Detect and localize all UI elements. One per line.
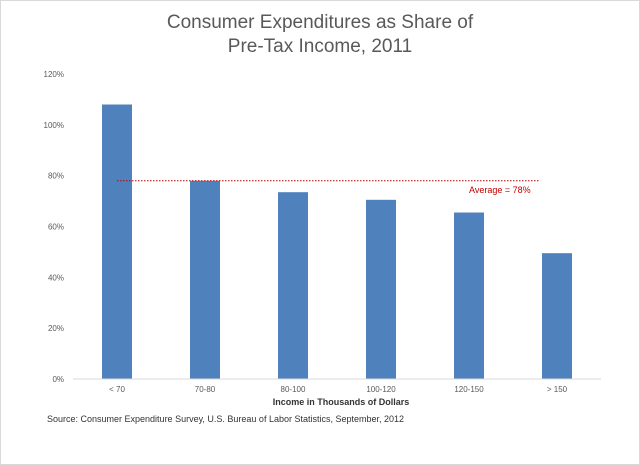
x-tick-label: < 70 (109, 385, 125, 394)
average-reference: Average = 78% (117, 180, 539, 195)
y-tick-label: 120% (44, 70, 64, 79)
x-tick-label: 70-80 (195, 385, 216, 394)
x-axis-title: Income in Thousands of Dollars (273, 397, 410, 407)
bar-4 (366, 199, 396, 379)
x-tick-label: 120-150 (454, 385, 484, 394)
source-note: Source: Consumer Expenditure Survey, U.S… (47, 414, 405, 424)
x-tick-label: 100-120 (366, 385, 396, 394)
y-tick-label: 100% (44, 121, 64, 130)
y-tick-label: 40% (48, 273, 64, 282)
y-axis: 0% 20% 40% 60% 80% 100% 120% (44, 70, 64, 384)
x-tick-label: 80-100 (281, 385, 306, 394)
x-tick-label: > 150 (547, 385, 568, 394)
y-tick-label: 20% (48, 324, 64, 333)
y-tick-label: 80% (48, 172, 64, 181)
y-tick-label: 60% (48, 223, 64, 232)
chart-title-line-2: Pre-Tax Income, 2011 (227, 36, 413, 57)
average-label: Average = 78% (469, 185, 531, 195)
bar-5 (454, 212, 484, 379)
y-tick-label: 0% (52, 375, 64, 384)
bars (102, 104, 572, 379)
bar-6 (542, 253, 572, 379)
bar-2 (190, 180, 220, 379)
bar-1 (102, 104, 132, 379)
chart-title-line-1: Consumer Expenditures as Share of (166, 12, 474, 33)
x-axis: < 70 70-80 80-100 100-120 120-150 > 150 (73, 378, 601, 394)
bar-3 (278, 192, 308, 379)
